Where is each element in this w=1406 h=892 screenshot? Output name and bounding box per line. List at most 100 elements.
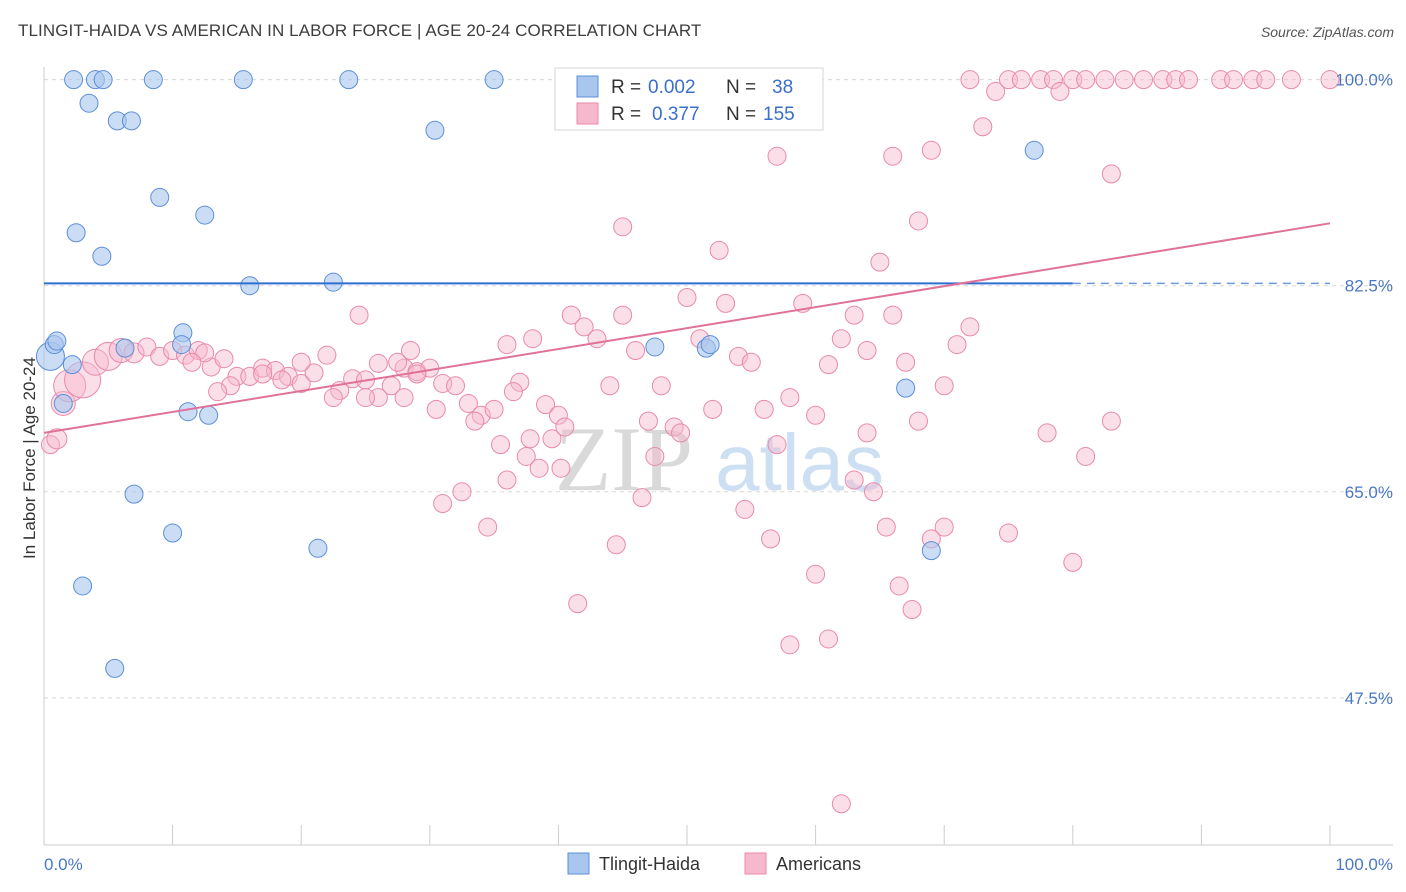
americans-point-134 xyxy=(761,529,781,549)
americans-point-146 xyxy=(323,388,343,408)
americans-point-33 xyxy=(446,376,466,396)
americans-point-141 xyxy=(253,364,273,384)
americans-point-104 xyxy=(1114,70,1134,90)
americans-point-149 xyxy=(394,388,414,408)
americans-point-64 xyxy=(844,305,864,325)
americans-point-89 xyxy=(908,211,928,231)
tlingit-haida-point-36 xyxy=(921,541,941,561)
legend-r-value-1: 0.002 xyxy=(648,77,696,98)
tlingit-haida-point-23 xyxy=(195,205,215,225)
americans-point-1 xyxy=(46,428,68,450)
americans-point-127 xyxy=(606,535,626,555)
americans-point-113 xyxy=(1281,70,1301,90)
americans-point-92 xyxy=(960,70,980,90)
legend-n-label-2: N = xyxy=(726,104,756,125)
americans-point-9 xyxy=(137,337,157,357)
americans-point-54 xyxy=(716,293,736,313)
legend-swatch-blue xyxy=(576,75,599,98)
americans-point-73 xyxy=(960,317,980,337)
americans-point-121 xyxy=(497,470,517,490)
americans-point-145 xyxy=(182,352,202,372)
watermark-atlas: atlas xyxy=(715,418,884,507)
americans-point-0 xyxy=(40,435,60,455)
americans-point-71 xyxy=(934,376,954,396)
americans-point-99 xyxy=(1050,81,1070,101)
americans-point-155 xyxy=(520,429,540,449)
legend-r-label-1: R = xyxy=(611,77,641,98)
tlingit-haida-point-35 xyxy=(896,378,916,398)
americans-point-120 xyxy=(478,517,498,537)
y-tick-labels: 100.0% 82.5% 65.0% 47.5% xyxy=(1335,71,1393,708)
americans-point-138 xyxy=(902,600,922,620)
americans-point-68 xyxy=(896,352,916,372)
americans-point-94 xyxy=(986,81,1006,101)
x-tick-label-min: 0.0% xyxy=(44,855,83,874)
americans-point-37 xyxy=(497,335,517,355)
americans-point-53 xyxy=(703,399,723,419)
axes xyxy=(43,67,1393,846)
americans-point-154 xyxy=(503,382,523,402)
americans-point-10 xyxy=(150,346,170,366)
americans-point-21 xyxy=(291,373,311,393)
tlingit-haida-point-15 xyxy=(121,111,141,131)
americans-point-67 xyxy=(883,305,903,325)
tlingit-haida-point-34 xyxy=(700,335,720,355)
americans-point-118 xyxy=(433,494,453,514)
americans-point-47 xyxy=(626,340,646,360)
tlingit-haida-point-16 xyxy=(124,484,144,504)
americans-point-105 xyxy=(1134,70,1154,90)
americans-point-57 xyxy=(754,399,774,419)
americans-point-40 xyxy=(536,395,556,415)
legend-swatch-pink xyxy=(576,102,599,125)
americans-point-75 xyxy=(1037,423,1057,443)
americans-point-98 xyxy=(1044,70,1064,90)
y-tick-label-3: 47.5% xyxy=(1345,689,1393,708)
americans-point-86 xyxy=(844,470,864,490)
americans-point-140 xyxy=(272,370,292,390)
americans-point-84 xyxy=(818,629,838,649)
americans-point-119 xyxy=(452,482,472,502)
correlation-legend: R = 0.002 N = 38 R = 0.377 N = 155 xyxy=(554,67,824,131)
series-legend-swatch-blue xyxy=(567,852,590,875)
tlingit-haida-point-29 xyxy=(339,70,359,90)
americans-point-74 xyxy=(999,523,1018,543)
grid-lines xyxy=(44,79,1393,699)
legend-r-label-2: R = xyxy=(611,104,641,125)
americans-point-27 xyxy=(368,353,388,373)
americans-point-144 xyxy=(195,343,215,363)
tlingit-haida-point-3 xyxy=(53,393,73,413)
tlingit-haida-point-17 xyxy=(143,70,163,90)
legend-n-label-1: N = xyxy=(726,77,756,98)
americans-point-114 xyxy=(1320,70,1340,90)
americans-point-108 xyxy=(1179,70,1199,90)
tlingit-haida-point-11 xyxy=(93,70,113,90)
americans-point-102 xyxy=(1095,70,1115,90)
tlingit-haida-point-18 xyxy=(150,187,170,207)
americans-point-78 xyxy=(1101,411,1121,431)
watermark-zip: ZIP xyxy=(555,408,693,510)
americans-point-44 xyxy=(587,329,607,349)
americans-point-130 xyxy=(645,446,665,466)
tlingit-haida-point-25 xyxy=(233,70,253,90)
americans-point-63 xyxy=(831,329,851,349)
tlingit-haida-point-28 xyxy=(323,272,343,292)
americans-point-39 xyxy=(523,329,543,349)
americans-point-62 xyxy=(818,355,838,375)
americans-point-81 xyxy=(780,635,800,655)
americans-point-132 xyxy=(709,240,729,260)
tlingit-haida-point-22 xyxy=(178,402,198,422)
americans-point-69 xyxy=(908,411,928,431)
tlingit-haida-point-12 xyxy=(105,658,125,678)
tlingit-haida-point-26 xyxy=(240,276,260,296)
americans-point-76 xyxy=(1063,552,1083,572)
americans-point-90 xyxy=(921,140,941,160)
americans-point-136 xyxy=(876,517,896,537)
americans-point-152 xyxy=(465,411,485,431)
americans-point-58 xyxy=(767,435,787,455)
tlingit-haida-point-27 xyxy=(308,538,328,558)
americans-point-42 xyxy=(561,305,581,325)
y-tick-label-1: 82.5% xyxy=(1345,277,1393,296)
legend-r-value-2: 0.377 xyxy=(652,104,700,125)
americans-point-142 xyxy=(220,376,240,396)
americans-point-110 xyxy=(1224,70,1244,90)
